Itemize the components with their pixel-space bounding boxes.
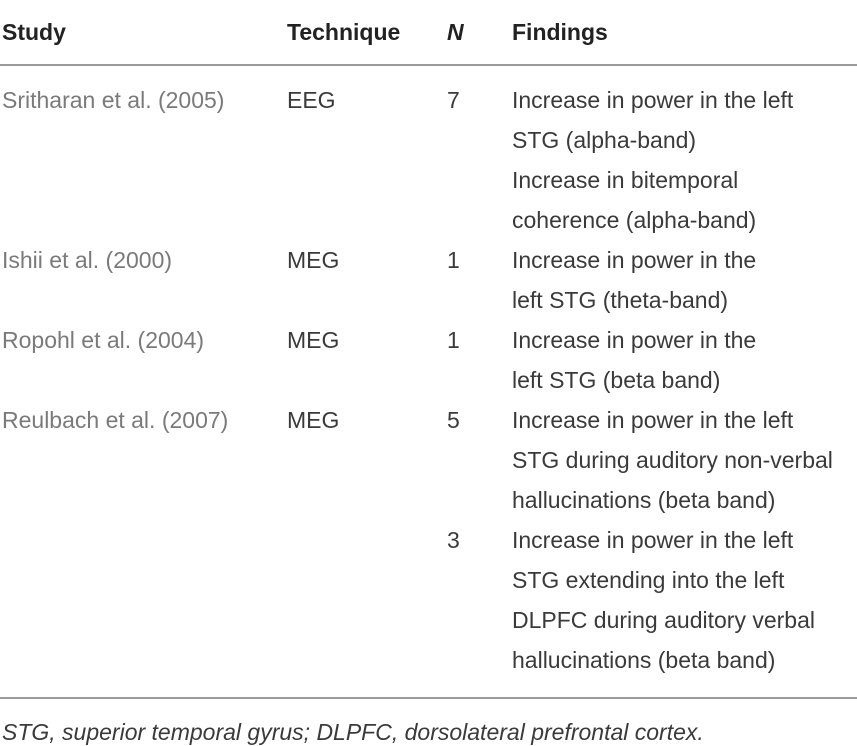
header-rule xyxy=(0,64,857,66)
finding-line: Increase in power in the left xyxy=(512,407,794,433)
finding-line: hallucinations (beta band) xyxy=(512,487,776,513)
finding-line: STG (alpha-band) xyxy=(512,127,697,153)
bottom-rule xyxy=(0,697,857,699)
finding-line: Increase in power in the xyxy=(512,327,757,353)
technique-cell: MEG xyxy=(287,407,340,433)
technique-cell: MEG xyxy=(287,327,340,353)
n-cell: 7 xyxy=(447,87,460,113)
study-cell: Ropohl et al. (2004) xyxy=(2,327,205,353)
finding-line: STG extending into the left xyxy=(512,567,785,593)
finding-line: left STG (theta-band) xyxy=(512,287,729,313)
finding-line: Increase in power in the left xyxy=(512,527,794,553)
finding-line: DLPFC during auditory verbal xyxy=(512,607,815,633)
n-cell: 3 xyxy=(447,527,460,553)
study-cell: Ishii et al. (2000) xyxy=(2,247,173,273)
finding-line: coherence (alpha-band) xyxy=(512,207,757,233)
header-study: Study xyxy=(2,19,66,45)
finding-line: left STG (beta band) xyxy=(512,367,721,393)
header-findings: Findings xyxy=(512,19,608,45)
study-cell: Sritharan et al. (2005) xyxy=(2,87,225,113)
header-n: N xyxy=(447,19,464,45)
finding-line: hallucinations (beta band) xyxy=(512,647,776,673)
n-cell: 1 xyxy=(447,327,460,353)
finding-line: Increase in power in the left xyxy=(512,87,794,113)
finding-line: STG during auditory non-verbal xyxy=(512,447,833,473)
finding-line: Increase in bitemporal xyxy=(512,167,739,193)
n-cell: 5 xyxy=(447,407,460,433)
header-technique: Technique xyxy=(287,19,401,45)
technique-cell: EEG xyxy=(287,87,336,113)
technique-cell: MEG xyxy=(287,247,340,273)
finding-line: Increase in power in the xyxy=(512,247,757,273)
footnote: STG, superior temporal gyrus; DLPFC, dor… xyxy=(2,719,704,745)
n-cell: 1 xyxy=(447,247,460,273)
study-cell: Reulbach et al. (2007) xyxy=(2,407,229,433)
